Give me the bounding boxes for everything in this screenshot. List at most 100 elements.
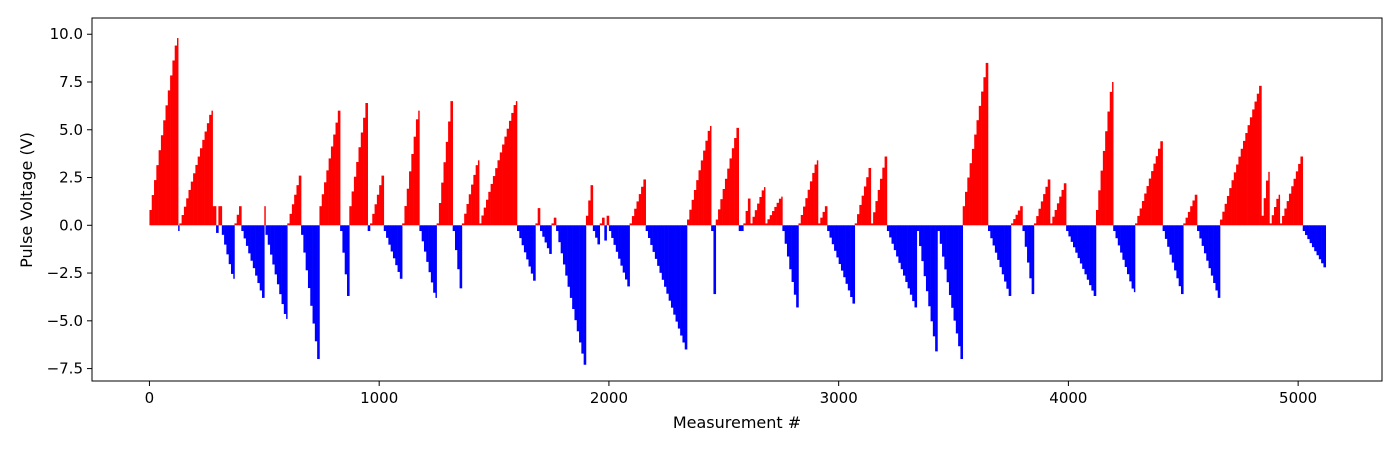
- bar: [776, 202, 780, 226]
- bar: [344, 225, 348, 275]
- bar: [870, 223, 874, 226]
- bar: [1199, 225, 1202, 239]
- bar: [574, 225, 578, 321]
- bar: [504, 136, 507, 226]
- bar: [544, 225, 548, 243]
- bar: [675, 225, 679, 322]
- bar: [960, 225, 964, 360]
- bar: [896, 225, 899, 257]
- bar: [909, 225, 913, 295]
- bar: [590, 185, 594, 226]
- bar: [852, 225, 856, 304]
- bar: [631, 216, 635, 226]
- bar: [595, 225, 598, 238]
- bar: [1004, 225, 1007, 282]
- bar: [1220, 219, 1223, 226]
- bar: [365, 103, 368, 226]
- bar: [294, 194, 297, 226]
- bar: [1249, 117, 1253, 226]
- bar: [248, 225, 251, 254]
- bar: [932, 225, 936, 337]
- bar: [738, 225, 742, 232]
- bar: [581, 225, 584, 354]
- bar: [886, 225, 890, 232]
- bar: [1276, 198, 1279, 226]
- bar: [647, 225, 651, 238]
- bar: [369, 223, 373, 226]
- bar: [170, 75, 173, 226]
- bar: [546, 225, 550, 249]
- bar: [188, 189, 192, 226]
- bar: [814, 164, 818, 226]
- bar: [158, 150, 162, 226]
- bar: [781, 196, 783, 226]
- bar: [528, 225, 532, 267]
- bar: [1158, 148, 1161, 226]
- bar: [741, 225, 744, 232]
- bar: [413, 136, 417, 226]
- bar: [1316, 225, 1320, 256]
- bar: [1206, 225, 1209, 261]
- bar: [448, 121, 451, 226]
- bar: [921, 225, 924, 262]
- bar: [1300, 156, 1304, 226]
- bar: [356, 161, 359, 226]
- bar: [267, 225, 271, 245]
- bar: [419, 225, 422, 232]
- bar: [167, 90, 171, 226]
- bar: [177, 38, 179, 226]
- bar: [1269, 223, 1273, 226]
- bar: [731, 148, 735, 226]
- bar: [796, 225, 799, 308]
- bar: [914, 225, 918, 308]
- bar: [436, 223, 440, 226]
- bar: [618, 225, 621, 259]
- bar: [1265, 180, 1269, 226]
- bar: [445, 141, 449, 226]
- bar: [535, 223, 538, 226]
- bar: [1137, 215, 1140, 226]
- bar: [759, 196, 762, 226]
- bar: [360, 132, 364, 226]
- bar: [1183, 223, 1186, 226]
- bar: [1115, 225, 1119, 239]
- bar: [193, 173, 196, 226]
- bar: [836, 225, 839, 258]
- bar: [257, 225, 261, 284]
- bar: [597, 225, 601, 245]
- bar: [473, 174, 476, 226]
- bar: [428, 225, 432, 273]
- bar: [882, 167, 885, 226]
- bar: [863, 186, 867, 226]
- bar: [763, 187, 766, 226]
- bar: [1245, 133, 1248, 226]
- bar: [772, 211, 775, 226]
- bar: [727, 168, 730, 226]
- bar: [281, 225, 285, 305]
- bar: [291, 204, 295, 226]
- bar: [454, 225, 458, 251]
- bar: [579, 225, 582, 343]
- bar: [661, 225, 665, 280]
- bar: [1254, 101, 1258, 226]
- bar: [1109, 91, 1113, 226]
- bar: [657, 225, 660, 266]
- bar: [791, 225, 795, 282]
- bar: [270, 225, 273, 255]
- bar: [156, 165, 159, 226]
- bar: [376, 194, 380, 226]
- bar: [627, 225, 630, 287]
- bar: [847, 225, 851, 291]
- bar: [239, 206, 242, 226]
- bar: [402, 223, 405, 226]
- bar: [1155, 156, 1159, 226]
- x-tick-label: 3000: [820, 389, 858, 407]
- bar: [1043, 194, 1046, 226]
- bar: [939, 225, 943, 244]
- bar: [1073, 225, 1076, 248]
- bar: [1070, 225, 1074, 242]
- bar: [374, 204, 378, 226]
- bar: [1279, 223, 1283, 226]
- bar: [613, 225, 617, 245]
